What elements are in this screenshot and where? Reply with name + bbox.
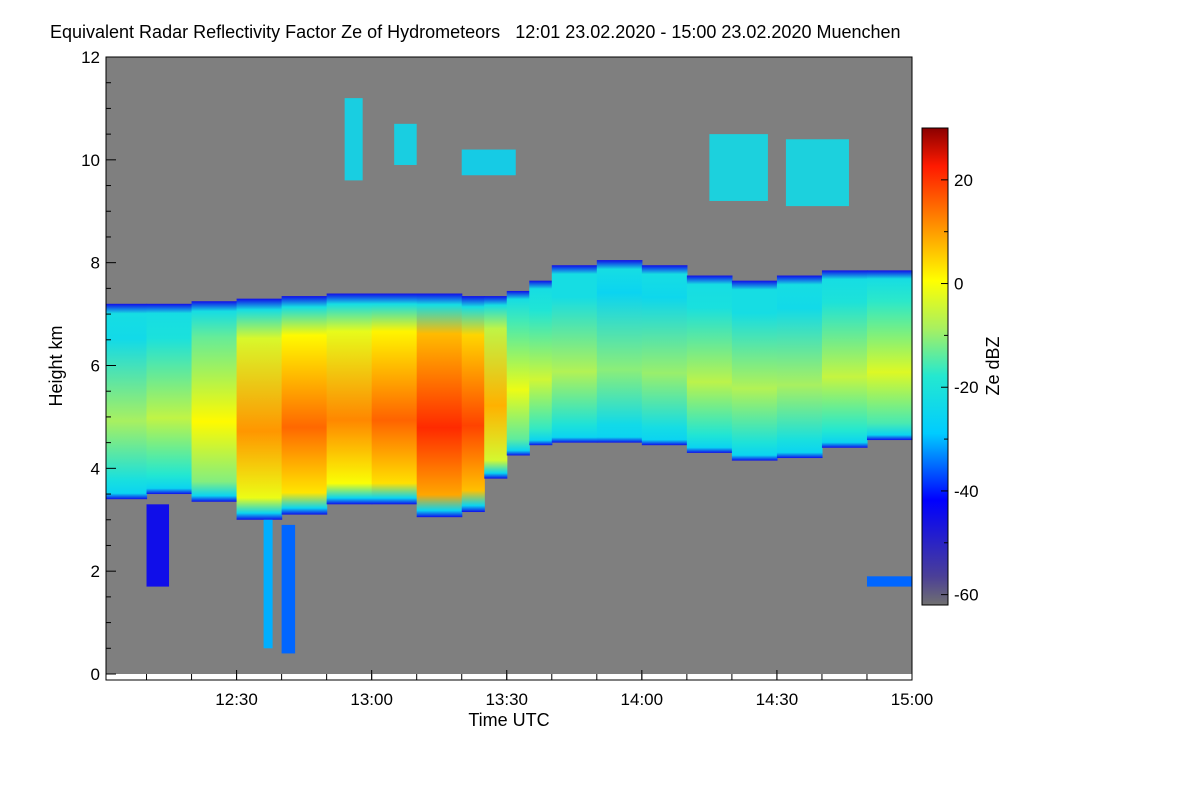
cloud-column <box>776 275 823 459</box>
colorbar <box>921 127 949 606</box>
colorbar-tick-label: -20 <box>954 378 979 397</box>
cirrus-patch <box>785 139 849 207</box>
cloud-column <box>484 296 508 479</box>
cloud-column <box>371 293 418 505</box>
plot-frame <box>105 56 913 681</box>
cirrus-patch <box>709 134 768 201</box>
cloud-column <box>146 303 193 495</box>
chart-location: Muenchen <box>816 22 901 42</box>
cloud-column <box>461 296 485 513</box>
cloud-column <box>731 280 778 461</box>
fallstreaks <box>146 504 912 654</box>
chart-title: Equivalent Radar Reflectivity Factor Ze … <box>50 22 901 42</box>
cloud-layer <box>106 260 913 520</box>
colorbar-tick-label: 20 <box>954 171 973 190</box>
x-tick-label: 12:30 <box>215 690 258 709</box>
x-tick-label: 13:30 <box>485 690 528 709</box>
cloud-column <box>596 260 643 443</box>
x-axis-label: Time UTC <box>468 710 549 730</box>
cloud-column <box>506 290 530 456</box>
y-tick-label: 4 <box>91 459 100 478</box>
colorbar-tick-label: -60 <box>954 586 979 605</box>
cloud-column <box>686 275 733 453</box>
y-tick-label: 10 <box>81 151 100 170</box>
fallstreak <box>866 576 912 587</box>
cloud-column <box>551 265 598 443</box>
colorbar-axis: 20 0 -20 -40 -60 <box>941 127 979 605</box>
cloud-column <box>191 301 238 502</box>
y-axis: 0 2 4 6 8 10 12 <box>81 48 116 684</box>
cirrus-patch <box>461 149 516 176</box>
cloud-column <box>326 293 373 505</box>
fallstreak <box>281 524 296 654</box>
cloud-column <box>416 293 463 518</box>
y-tick-label: 6 <box>91 357 100 376</box>
y-tick-label: 8 <box>91 254 100 273</box>
cloud-column <box>529 280 553 446</box>
cloud-column <box>866 270 913 441</box>
cloud-column <box>236 298 283 520</box>
x-tick-label: 14:30 <box>756 690 799 709</box>
cloud-column <box>281 296 328 515</box>
y-tick-label: 0 <box>91 665 100 684</box>
x-axis: 12:30 13:00 13:30 14:00 14:30 15:00 <box>146 670 934 709</box>
chart-period: 12:01 23.02.2020 - 15:00 23.02.2020 <box>515 22 812 42</box>
cloud-column <box>106 303 148 500</box>
colorbar-tick-label: -40 <box>954 482 979 501</box>
cirrus-patch <box>344 98 363 181</box>
cloud-column <box>821 270 868 448</box>
y-tick-label: 12 <box>81 48 100 67</box>
colorbar-tick-label: 0 <box>954 275 963 294</box>
cirrus-patches <box>344 98 849 207</box>
x-tick-label: 15:00 <box>891 690 934 709</box>
y-tick-label: 2 <box>91 562 100 581</box>
x-tick-label: 13:00 <box>350 690 393 709</box>
fallstreak <box>263 519 273 649</box>
colorbar-label: Ze dBZ <box>983 336 1003 395</box>
cirrus-patch <box>394 123 417 165</box>
y-axis-label: Height km <box>46 325 66 406</box>
fallstreak <box>146 504 170 587</box>
cloud-column <box>641 265 688 446</box>
x-tick-label: 14:00 <box>621 690 664 709</box>
